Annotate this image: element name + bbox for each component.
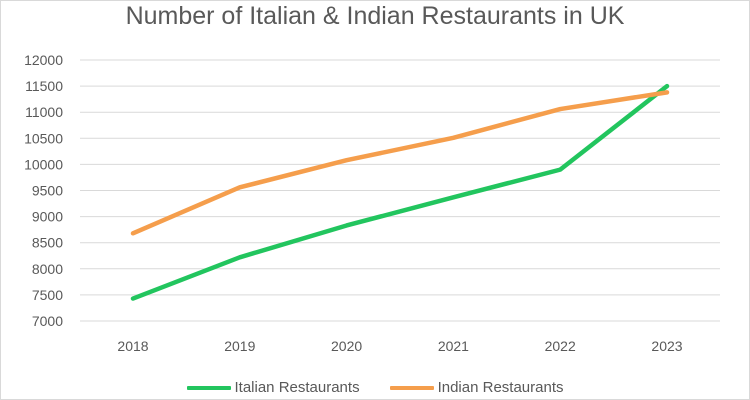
series-line-indian bbox=[130, 90, 670, 236]
y-tick-label: 7500 bbox=[32, 287, 63, 303]
y-tick-label: 7000 bbox=[32, 313, 63, 329]
y-tick-label: 10500 bbox=[24, 130, 63, 146]
x-tick-label: 2022 bbox=[545, 338, 576, 354]
x-tick-label: 2023 bbox=[651, 338, 682, 354]
gridlines bbox=[80, 59, 720, 322]
legend-label-indian: Indian Restaurants bbox=[437, 379, 564, 396]
legend-item-indian: Indian Restaurants bbox=[389, 379, 564, 396]
y-tick-label: 9500 bbox=[32, 183, 63, 199]
legend-label-italian: Italian Restaurants bbox=[234, 379, 360, 396]
x-tick-label: 2021 bbox=[438, 338, 469, 354]
series-lines bbox=[130, 83, 670, 301]
x-tick-label: 2020 bbox=[331, 338, 362, 354]
series-line-italian bbox=[130, 83, 670, 301]
y-tick-label: 11000 bbox=[25, 104, 63, 120]
legend-swatch-indian bbox=[389, 385, 434, 390]
y-tick-label: 12000 bbox=[24, 52, 63, 68]
y-tick-label: 8500 bbox=[32, 235, 63, 251]
y-axis-labels: 7000 7500 8000 8500 9000 9500 10000 10500 11000 1… bbox=[24, 52, 63, 329]
chart-title: Number of Italian & Indian Restaurants i… bbox=[125, 2, 625, 30]
legend-swatch-italian bbox=[186, 385, 231, 390]
x-tick-label: 2018 bbox=[117, 338, 148, 354]
x-tick-label: 2019 bbox=[224, 338, 255, 354]
legend-item-italian: Italian Restaurants bbox=[186, 379, 360, 396]
y-tick-label: 9000 bbox=[32, 209, 63, 225]
y-tick-label: 8000 bbox=[32, 261, 63, 277]
x-axis-labels: 2018 2019 2020 2021 2022 2023 bbox=[117, 338, 682, 354]
legend: Italian Restaurants Indian Restaurants bbox=[0, 379, 750, 396]
y-tick-label: 11500 bbox=[25, 78, 63, 94]
y-tick-label: 10000 bbox=[24, 156, 63, 172]
